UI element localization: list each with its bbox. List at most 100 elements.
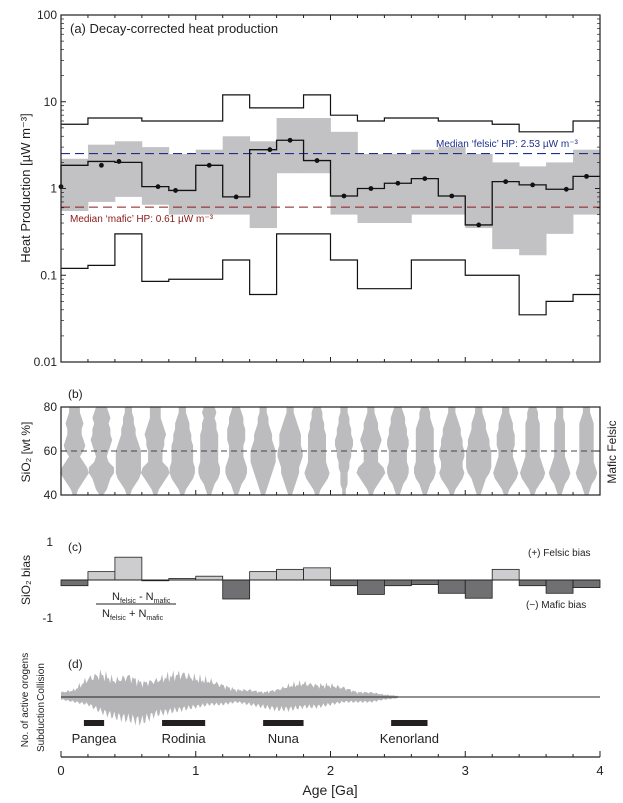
band-bin [141, 147, 170, 205]
mafic-reference-label: Median ‘mafic’ HP: 0.61 µW m⁻³ [70, 214, 214, 225]
supercontinent-bars: Pangea Rodinia Nuna Kenorland [72, 720, 439, 746]
median-point [287, 137, 293, 143]
median-point [116, 159, 122, 164]
x-axis-label: Age [Ga] [302, 782, 357, 798]
supercontinent-bar [162, 720, 206, 726]
band-bin [411, 149, 439, 215]
bias-bar [87, 571, 116, 581]
panel-a-y-label: Heat Production [µW m⁻³] [18, 113, 33, 262]
felsic-bias-annotation: (+) Felsic bias [528, 548, 591, 559]
y-ticks: 80 60 40 [44, 400, 600, 502]
supercontinent-label: Kenorland [380, 731, 439, 746]
x-tick-label: 4 [596, 763, 603, 778]
lower-envelope [61, 233, 600, 316]
x-ticks [60, 490, 601, 495]
band-bin [546, 162, 574, 234]
y-ticks: 1 -1 [42, 535, 53, 625]
bias-bar [572, 579, 601, 588]
median-point [395, 180, 401, 186]
bias-bar [249, 571, 277, 581]
bias-bar [114, 556, 143, 581]
median-point [341, 193, 347, 199]
x-ticks: 0 1 2 3 4 [57, 751, 604, 778]
violin [356, 407, 386, 495]
panel-b-silica-violins: 80 60 40 (b) SiO₂ [wt %] Mafic Felsic [19, 387, 619, 502]
panel-d-y-label: No. of active orogens [20, 653, 31, 748]
median-point [206, 162, 212, 168]
y-tick-label: 0.01 [34, 355, 58, 369]
panel-b-y-label: SiO₂ [wt %] [19, 422, 33, 483]
median-point [476, 222, 482, 228]
y-tick-label: -1 [42, 611, 53, 625]
median-point [155, 184, 161, 190]
y-tick-label: 0.1 [40, 268, 57, 282]
band-bin [303, 117, 331, 174]
felsic-reference-label: Median ‘felsic’ HP: 2.53 µW m⁻³ [436, 139, 578, 150]
bias-bar [330, 579, 358, 587]
bias-formula: Nfelsic - Nmafic Nfelsic + Nmafic [96, 591, 176, 622]
band-bin [222, 136, 251, 215]
x-tick-label: 2 [327, 763, 334, 778]
collision-label: Collision [36, 663, 47, 701]
panel-d-title: (d) [68, 657, 83, 671]
median-point [267, 147, 273, 153]
y-tick-label: 1 [50, 182, 57, 196]
bias-bar [545, 579, 574, 594]
supercontinent-bar [391, 720, 428, 726]
band-bin [114, 141, 143, 197]
x-tick-label: 0 [57, 763, 64, 778]
bias-bar [303, 567, 331, 581]
orogen-area [61, 669, 398, 726]
band-bin [573, 149, 601, 215]
median-points [58, 137, 589, 228]
band-bin [519, 166, 547, 256]
y-tick-label: 100 [37, 8, 57, 22]
bias-bar [276, 568, 304, 581]
median-line [60, 139, 600, 226]
median-point [422, 176, 428, 182]
median-point [584, 173, 589, 179]
panel-c-silica-bias: 1 -1 (c) SiO₂ bias (+) Felsic bias (−) Ma… [19, 535, 601, 625]
band-bin [384, 153, 412, 224]
y-tick-label: 10 [44, 95, 58, 109]
band-bin [87, 144, 116, 202]
y-tick-label: 1 [46, 535, 53, 549]
median-step-line [60, 139, 600, 226]
y-tick-label: 60 [44, 444, 58, 458]
bias-bar [491, 568, 520, 581]
y-tick-label: 40 [44, 488, 58, 502]
median-point [503, 179, 509, 185]
median-point [233, 194, 239, 200]
band-bin [438, 147, 466, 215]
x-tick-label: 1 [192, 763, 199, 778]
panel-d-orogens: Pangea Rodinia Nuna Kenorland (d) No. of ac… [20, 653, 604, 798]
band-bin [168, 153, 197, 215]
band-bin [330, 131, 358, 215]
panel-b-title: (b) [68, 387, 83, 401]
bias-bar [464, 579, 493, 599]
median-point [368, 186, 374, 191]
upper-envelope [61, 94, 600, 133]
panel-b-right-label: Mafic Felsic [605, 420, 619, 483]
bias-bar [437, 579, 466, 594]
band-bin [465, 153, 493, 229]
violin [115, 407, 141, 495]
supercontinent-bar [83, 720, 105, 726]
violin [198, 407, 220, 495]
median-point [530, 182, 536, 188]
iqr-band [61, 117, 601, 256]
band-bin [492, 162, 520, 250]
supercontinent-label: Pangea [72, 731, 118, 746]
orogen-area-shape [61, 669, 398, 726]
x-tick-label: 3 [462, 763, 469, 778]
y-ticks: 100 10 1 0.1 0.01 [34, 8, 600, 369]
violin [466, 407, 492, 495]
x-ticks [60, 15, 574, 362]
violin [387, 407, 409, 495]
band-bin [61, 158, 89, 212]
median-point [99, 162, 104, 168]
formula-numerator: Nfelsic - Nmafic [112, 591, 171, 605]
y-tick-label: 80 [44, 400, 58, 414]
reference-lines [61, 152, 600, 208]
